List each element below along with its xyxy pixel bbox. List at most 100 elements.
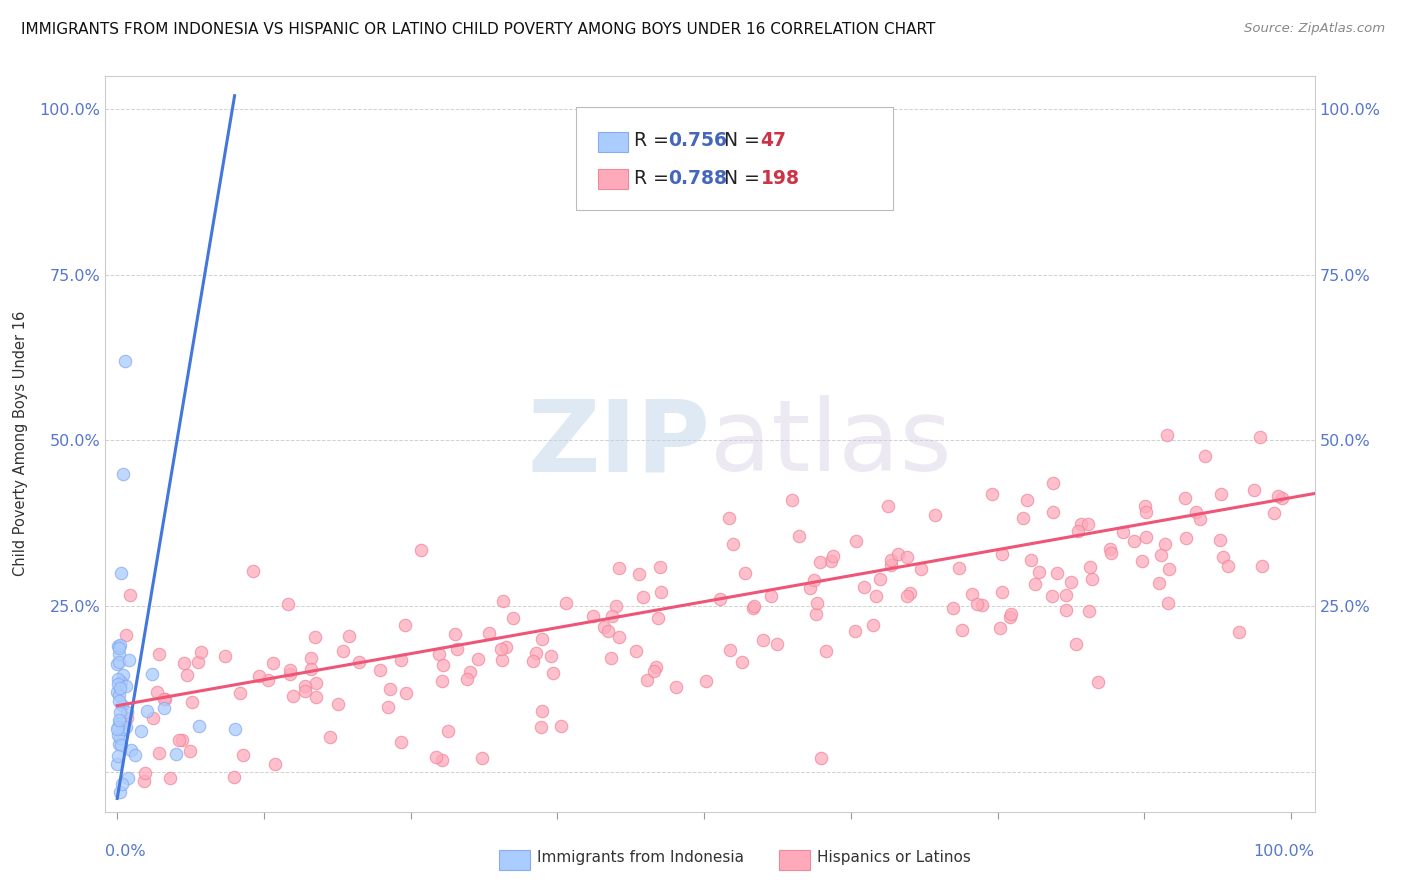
Point: [1135, 530, 1157, 544]
Point: [896, 589, 918, 603]
Point: [1028, 565, 1050, 579]
Point: [1184, 505, 1206, 519]
Point: [190, 644, 212, 658]
Text: N =: N =: [724, 169, 766, 188]
Point: [229, 686, 252, 700]
Point: [278, 663, 301, 677]
Point: [111, 667, 134, 681]
Point: [1070, 516, 1092, 531]
Point: [1150, 548, 1173, 562]
Point: [751, 632, 773, 647]
Point: [110, 738, 132, 752]
Point: [720, 643, 742, 657]
Point: [1123, 534, 1146, 549]
Point: [665, 680, 688, 694]
Point: [991, 547, 1014, 561]
Point: [1157, 561, 1180, 575]
Point: [107, 684, 129, 698]
Point: [607, 631, 630, 645]
Point: [540, 648, 562, 663]
Point: [1153, 537, 1175, 551]
Point: [844, 624, 866, 639]
Point: [301, 651, 323, 665]
Point: [942, 601, 965, 615]
Point: [633, 590, 655, 604]
Point: [478, 626, 501, 640]
Point: [124, 747, 146, 762]
Point: [232, 747, 254, 762]
Point: [304, 630, 326, 644]
Point: [787, 529, 810, 543]
Point: [1156, 428, 1178, 442]
Point: [1157, 596, 1180, 610]
Point: [628, 566, 651, 581]
Point: [821, 549, 844, 564]
Point: [114, 679, 136, 693]
Point: [214, 648, 236, 663]
Point: [820, 554, 842, 568]
Point: [1249, 430, 1271, 444]
Point: [173, 656, 195, 670]
Point: [299, 662, 322, 676]
Point: [1112, 525, 1135, 540]
Point: [491, 641, 513, 656]
Point: [1099, 545, 1122, 559]
Point: [530, 632, 553, 646]
Point: [853, 580, 876, 594]
Point: [814, 644, 837, 658]
Point: [107, 676, 129, 690]
Point: [742, 599, 765, 614]
Point: [1175, 532, 1198, 546]
Point: [910, 562, 932, 576]
Point: [806, 607, 828, 621]
Point: [107, 713, 129, 727]
Point: [806, 596, 828, 610]
Point: [110, 675, 132, 690]
Point: [142, 711, 165, 725]
Point: [389, 653, 412, 667]
Point: [1040, 589, 1063, 603]
Point: [1015, 492, 1038, 507]
Point: [467, 652, 489, 666]
Point: [741, 600, 763, 615]
Point: [1042, 505, 1064, 519]
Point: [326, 698, 349, 712]
Point: [799, 581, 821, 595]
Text: 0.0%: 0.0%: [105, 845, 146, 859]
Point: [1046, 566, 1069, 581]
Point: [264, 756, 287, 771]
Point: [972, 599, 994, 613]
Text: R =: R =: [634, 169, 675, 188]
Point: [176, 668, 198, 682]
Text: Source: ZipAtlas.com: Source: ZipAtlas.com: [1244, 22, 1385, 36]
Point: [731, 655, 754, 669]
Point: [105, 722, 128, 736]
Point: [108, 737, 131, 751]
Point: [810, 751, 832, 765]
Point: [1147, 575, 1170, 590]
Point: [865, 589, 887, 603]
Point: [1189, 512, 1212, 526]
Point: [898, 585, 921, 599]
Point: [966, 597, 988, 611]
Point: [1078, 604, 1101, 618]
Point: [118, 588, 141, 602]
Point: [180, 694, 202, 708]
Point: [108, 640, 131, 655]
Point: [224, 722, 246, 736]
Text: N =: N =: [724, 131, 766, 151]
Point: [845, 533, 868, 548]
Point: [458, 665, 481, 679]
Point: [134, 774, 156, 789]
Point: [1077, 517, 1099, 532]
Point: [495, 640, 517, 654]
Point: [765, 637, 787, 651]
Point: [980, 487, 1002, 501]
Point: [145, 685, 167, 699]
Point: [148, 746, 170, 760]
Point: [1243, 483, 1265, 497]
Point: [998, 610, 1021, 624]
Point: [108, 731, 131, 745]
Point: [165, 747, 187, 761]
Point: [607, 560, 630, 574]
